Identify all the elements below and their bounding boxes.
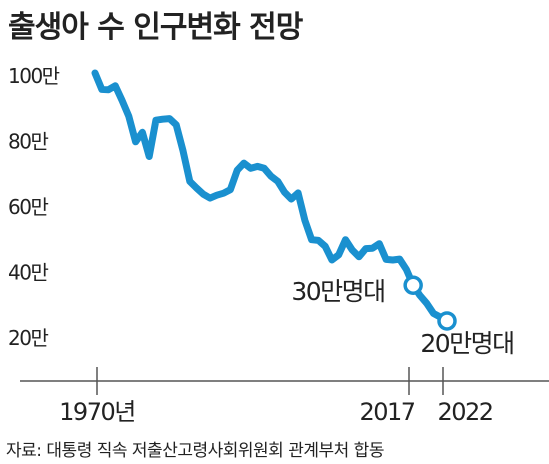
x-axis-ticks: 1970년 2017 2022 xyxy=(59,367,494,426)
data-point-marker xyxy=(403,275,423,296)
y-tick-label: 60만 xyxy=(8,195,48,219)
line-chart: 100만 80만 60만 40만 20만 1970년 2017 2022 30만명대 20만명… xyxy=(8,64,549,426)
y-tick-label: 100만 xyxy=(8,64,60,88)
chart-title: 출생아 수 인구변화 전망 xyxy=(8,10,303,45)
y-tick-label: 40만 xyxy=(8,261,48,285)
data-point-marker xyxy=(437,311,457,331)
annotation-label: 20만명대 xyxy=(420,329,513,358)
source-note: 자료: 대통령 직속 저출산고령사회위원회 관계부처 합동 xyxy=(6,441,384,461)
x-tick-label: 2022 xyxy=(437,398,492,426)
series-layer xyxy=(91,69,451,325)
annotation-label: 30만명대 xyxy=(291,277,384,306)
x-tick-label: 2017 xyxy=(359,398,414,426)
series-line xyxy=(91,69,451,325)
annotation-layer: 30만명대 20만명대 xyxy=(291,275,515,358)
y-axis-labels: 100만 80만 60만 40만 20만 xyxy=(8,64,61,350)
x-tick-label: 1970년 xyxy=(59,398,135,426)
y-tick-label: 80만 xyxy=(8,130,48,154)
y-tick-label: 20만 xyxy=(8,326,48,350)
